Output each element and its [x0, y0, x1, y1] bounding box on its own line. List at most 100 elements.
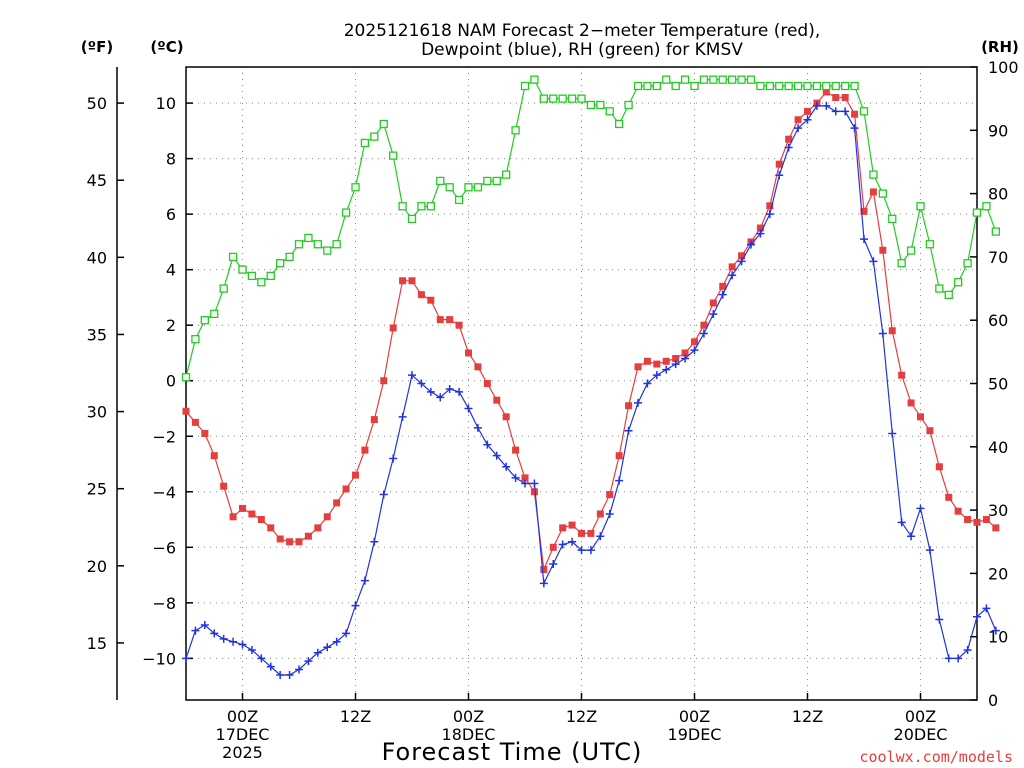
data-point-marker [530, 488, 538, 496]
data-point-marker [831, 81, 840, 91]
data-point-marker [888, 327, 896, 335]
celsius-tick-label: −4 [152, 483, 176, 502]
data-point-marker [935, 615, 944, 624]
celsius-tick-label: −10 [142, 649, 176, 668]
data-point-marker [247, 271, 257, 281]
data-point-marker [991, 626, 1000, 635]
data-point-marker [539, 579, 548, 588]
data-point-marker [906, 246, 916, 255]
celsius-tick-label: 6 [166, 205, 176, 224]
data-point-marker [643, 357, 651, 365]
data-point-marker [935, 463, 943, 471]
data-point-marker [859, 107, 869, 116]
data-point-marker [323, 643, 332, 652]
data-point-marker [643, 81, 652, 91]
data-point-marker [672, 355, 680, 363]
data-point-marker [624, 426, 633, 435]
celsius-tick-label: 8 [166, 150, 176, 169]
data-point-marker [728, 75, 737, 84]
data-point-marker [182, 654, 190, 663]
data-point-marker [407, 214, 417, 224]
data-point-marker [822, 101, 831, 110]
data-point-marker [803, 81, 812, 91]
data-point-marker [963, 646, 972, 655]
data-point-marker [408, 277, 416, 285]
fahrenheit-tick-label: 45 [87, 171, 107, 190]
data-point-marker [662, 357, 670, 365]
data-point-marker [634, 398, 642, 407]
data-point-marker [568, 521, 576, 529]
data-point-marker [944, 290, 953, 300]
data-point-marker [464, 183, 473, 192]
data-point-marker [964, 516, 972, 524]
data-point-marker [332, 240, 341, 249]
rh-tick-label: 20 [988, 564, 1008, 583]
celsius-tick-label: 2 [166, 316, 176, 335]
data-point-marker [474, 363, 482, 371]
data-point-marker [210, 452, 218, 460]
data-point-marker [738, 252, 746, 260]
data-point-marker [793, 81, 803, 91]
chart-title: 2025121618 NAM Forecast 2−meter Temperat… [344, 21, 821, 41]
data-point-marker [521, 474, 529, 482]
data-point-marker [963, 259, 972, 268]
data-point-marker [605, 509, 614, 518]
data-point-marker [662, 75, 671, 84]
data-point-marker [973, 612, 981, 621]
data-point-marker [417, 379, 426, 388]
rh-tick-label: 30 [988, 501, 1008, 520]
rh-tick-label: 10 [988, 628, 1008, 647]
data-point-marker [219, 634, 228, 643]
fahrenheit-tick-label: 30 [87, 403, 107, 422]
data-point-marker [756, 224, 764, 232]
data-point-marker [417, 291, 425, 299]
data-point-marker [182, 407, 190, 415]
data-point-marker [210, 629, 219, 638]
data-point-marker [605, 107, 614, 116]
data-point-marker [709, 75, 718, 84]
series-2 [181, 75, 1000, 382]
data-point-marker [690, 346, 699, 355]
data-point-marker [586, 546, 595, 555]
x-tick-label: 20DEC [894, 725, 948, 744]
data-point-marker [718, 75, 727, 84]
data-point-marker [681, 354, 690, 363]
data-point-marker [502, 413, 510, 421]
data-point-marker [549, 559, 558, 568]
data-point-marker [370, 132, 379, 141]
data-point-marker [201, 429, 209, 437]
data-point-marker [917, 413, 924, 421]
data-point-marker [766, 202, 774, 210]
series-line [185, 91, 997, 572]
data-point-marker [454, 195, 464, 205]
data-point-marker [351, 183, 360, 192]
data-point-marker [229, 637, 238, 646]
data-point-marker [869, 188, 877, 196]
data-point-marker [445, 183, 454, 192]
data-point-marker [502, 170, 511, 179]
data-point-marker [295, 538, 303, 546]
data-point-marker [342, 485, 350, 493]
data-point-marker [304, 532, 312, 540]
data-point-marker [417, 202, 426, 211]
data-point-marker [681, 349, 689, 357]
data-point-marker [897, 518, 906, 527]
data-point-marker [285, 671, 294, 680]
data-point-marker [765, 81, 774, 91]
data-series [181, 75, 1000, 680]
fahrenheit-unit-label: (ºF) [81, 38, 113, 56]
x-axis-title: Forecast Time (UTC) [382, 738, 643, 766]
celsius-tick-label: −2 [152, 427, 176, 446]
data-point-marker [323, 246, 332, 255]
data-point-marker [747, 240, 755, 249]
data-point-marker [380, 377, 388, 385]
fahrenheit-tick-label: 25 [87, 480, 107, 499]
data-point-marker [238, 265, 247, 274]
data-point-marker [728, 263, 736, 271]
data-point-marker [567, 94, 577, 103]
data-point-marker [718, 290, 727, 299]
data-point-marker [370, 416, 378, 424]
data-point-marker [851, 110, 859, 118]
data-point-marker [784, 81, 793, 91]
